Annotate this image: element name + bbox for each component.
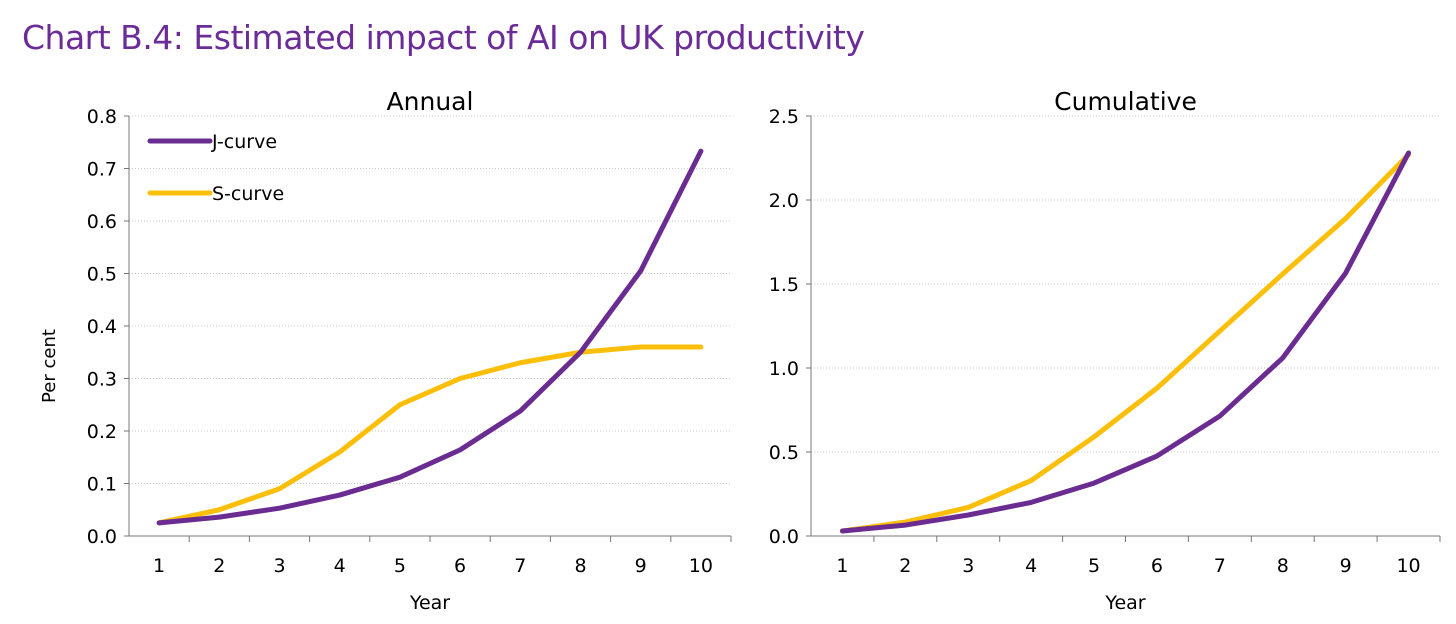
series-line-j-curve: [839, 150, 1412, 534]
y-tick-label: 1.5: [769, 274, 799, 296]
x-tick-label: 1: [836, 555, 848, 577]
x-tick-label: 7: [1214, 555, 1226, 577]
y-tick-label: 0.3: [87, 369, 117, 391]
x-tick-label: 5: [394, 555, 406, 577]
y-tick-label: 0.5: [87, 264, 117, 286]
series-line-s-curve: [156, 344, 704, 526]
legend-label: J-curve: [211, 131, 277, 153]
y-tick-label: 2.5: [769, 106, 799, 128]
x-tick-label: 9: [1340, 555, 1352, 577]
x-tick-label: 7: [514, 555, 526, 577]
y-tick-label: 0.6: [87, 211, 117, 233]
x-tick-label: 2: [213, 555, 225, 577]
x-tick-label: 1: [153, 555, 165, 577]
x-tick-label: 5: [1088, 555, 1100, 577]
x-tick-label: 3: [273, 555, 285, 577]
y-tick-label: 0.5: [769, 442, 799, 464]
x-tick-label: 9: [635, 555, 647, 577]
y-tick-label: 0.8: [87, 106, 117, 128]
y-tick-label: 0.0: [87, 526, 117, 548]
series-line-j-curve: [156, 148, 704, 526]
legend-label: S-curve: [212, 183, 284, 205]
x-tick-label: 10: [689, 555, 713, 577]
y-tick-label: 0.2: [87, 421, 117, 443]
y-axis-label: Per cent: [39, 329, 60, 403]
panel-title: Annual: [387, 87, 474, 116]
x-tick-label: 3: [962, 555, 974, 577]
x-tick-label: 2: [899, 555, 911, 577]
x-tick-label: 4: [1025, 555, 1037, 577]
x-tick-label: 8: [574, 555, 586, 577]
x-tick-label: 4: [334, 555, 346, 577]
x-axis-label: Year: [409, 592, 450, 614]
series-line-s-curve: [839, 152, 1412, 534]
x-tick-label: 6: [1151, 555, 1163, 577]
y-tick-label: 0.4: [87, 316, 117, 338]
y-tick-label: 0.7: [87, 159, 117, 181]
y-tick-label: 0.0: [769, 526, 799, 548]
y-tick-label: 2.0: [769, 190, 799, 212]
y-tick-label: 0.1: [87, 474, 117, 496]
x-tick-label: 10: [1396, 555, 1420, 577]
panel-title: Cumulative: [1054, 87, 1197, 116]
x-tick-label: 8: [1277, 555, 1289, 577]
chart-title: Chart B.4: Estimated impact of AI on UK …: [22, 18, 865, 57]
x-axis-label: Year: [1104, 592, 1145, 614]
x-tick-label: 6: [454, 555, 466, 577]
y-tick-label: 1.0: [769, 358, 799, 380]
